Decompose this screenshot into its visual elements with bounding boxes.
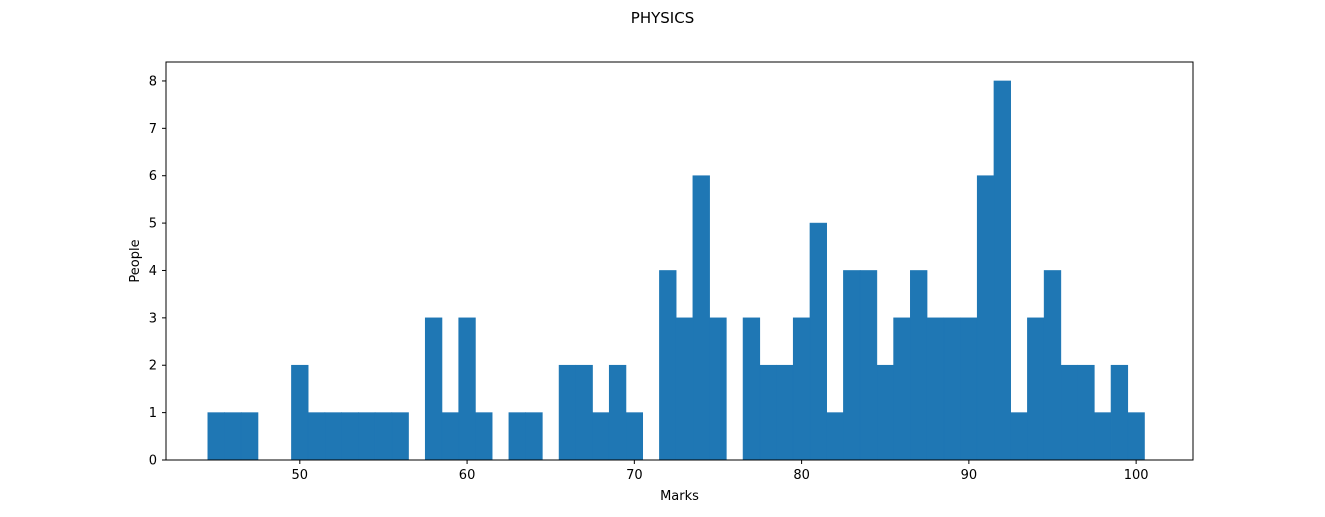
histogram-bar (876, 364, 894, 461)
histogram-bar (224, 412, 242, 461)
y-tick-label: 6 (149, 169, 157, 184)
histogram-bar (240, 412, 259, 461)
bars-group (207, 80, 1145, 461)
histogram-bar (776, 364, 794, 461)
y-tick-label: 7 (149, 122, 157, 137)
histogram-bar (441, 412, 460, 461)
x-tick-label: 70 (626, 468, 643, 483)
histogram-bar (843, 270, 861, 461)
histogram-bar (675, 317, 694, 461)
histogram-bar (692, 175, 710, 461)
x-tick-label: 90 (961, 468, 978, 483)
histogram-bar (1127, 412, 1145, 461)
histogram-bar (625, 412, 644, 461)
histogram-bar (826, 412, 844, 461)
histogram-bar (558, 364, 577, 461)
chart-title: PHYSICS (631, 9, 694, 27)
y-tick-label: 2 (149, 359, 157, 374)
histogram-bar (341, 412, 359, 461)
x-tick-label: 100 (1124, 468, 1149, 483)
histogram-bar (1043, 270, 1062, 461)
plot-frame (165, 61, 1194, 461)
histogram-bar (424, 317, 443, 461)
histogram-bar (291, 364, 309, 461)
histogram-bar (910, 270, 928, 461)
histogram-bar (943, 317, 961, 461)
x-axis-ticks: 50 60 70 80 90 100 (292, 460, 1149, 483)
histogram-bar (1077, 364, 1095, 461)
histogram-bar (742, 317, 761, 461)
histogram-bar (358, 412, 376, 461)
histogram-bar (1010, 412, 1028, 461)
y-tick-label: 5 (149, 217, 157, 232)
x-tick-label: 50 (292, 468, 309, 483)
histogram-bar (324, 412, 342, 461)
histogram-bar (508, 412, 526, 461)
y-tick-label: 1 (149, 406, 157, 421)
histogram-bar (575, 364, 593, 461)
histogram-bar (859, 270, 878, 461)
y-tick-label: 8 (149, 74, 157, 89)
y-axis-label: People (128, 239, 143, 282)
histogram-bar (893, 317, 911, 461)
histogram-bar (458, 317, 476, 461)
histogram-bar (608, 364, 627, 461)
histogram-bar (960, 317, 978, 461)
histogram-bar (659, 270, 677, 461)
histogram-bar (1094, 412, 1112, 461)
y-axis-ticks: 0 1 2 3 4 5 6 7 8 (149, 74, 166, 469)
y-tick-label: 0 (149, 454, 157, 469)
x-tick-label: 80 (793, 468, 810, 483)
histogram-bar (525, 412, 543, 461)
histogram-bar (1060, 364, 1078, 461)
histogram-bar (307, 412, 326, 461)
x-axis-label: Marks (660, 489, 699, 504)
histogram-bar (993, 80, 1011, 461)
histogram-bar (976, 175, 995, 461)
histogram-bar (926, 317, 945, 461)
histogram-bar (1110, 364, 1129, 461)
histogram-bar (374, 412, 393, 461)
histogram-bar (592, 412, 610, 461)
histogram-bar (709, 317, 727, 461)
y-tick-label: 3 (149, 311, 157, 326)
histogram-bar (475, 412, 493, 461)
histogram-bar (391, 412, 409, 461)
histogram-bar (759, 364, 777, 461)
y-tick-label: 4 (149, 264, 157, 279)
histogram-bar (792, 317, 811, 461)
x-tick-label: 60 (459, 468, 476, 483)
histogram-bar (1027, 317, 1045, 461)
histogram-bar (809, 222, 827, 461)
histogram-bar (207, 412, 225, 461)
